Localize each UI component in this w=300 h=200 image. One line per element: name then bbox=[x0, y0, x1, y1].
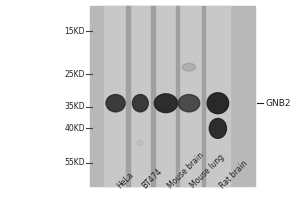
Text: 15KD: 15KD bbox=[64, 27, 85, 36]
Text: BT474: BT474 bbox=[140, 166, 164, 190]
Text: 40KD: 40KD bbox=[64, 124, 85, 133]
Text: GNB2: GNB2 bbox=[266, 99, 291, 108]
Bar bbox=[206, 6, 230, 186]
Bar bbox=[152, 6, 155, 186]
Text: Mouse lung: Mouse lung bbox=[189, 153, 226, 190]
Text: Rat brain: Rat brain bbox=[218, 159, 249, 190]
Ellipse shape bbox=[182, 63, 196, 71]
Text: 25KD: 25KD bbox=[64, 70, 85, 79]
Ellipse shape bbox=[207, 93, 229, 114]
Ellipse shape bbox=[178, 95, 200, 112]
Bar bbox=[126, 6, 130, 186]
Bar bbox=[176, 6, 179, 186]
Bar bbox=[104, 6, 128, 186]
Ellipse shape bbox=[132, 95, 148, 112]
Text: HeLa: HeLa bbox=[116, 170, 136, 190]
Bar bbox=[90, 6, 255, 186]
Bar bbox=[128, 6, 152, 186]
Ellipse shape bbox=[106, 95, 125, 112]
Bar bbox=[202, 6, 205, 186]
Ellipse shape bbox=[137, 140, 144, 146]
Text: 35KD: 35KD bbox=[64, 102, 85, 111]
Bar bbox=[154, 6, 178, 186]
Ellipse shape bbox=[154, 94, 178, 113]
Text: 55KD: 55KD bbox=[64, 158, 85, 167]
Bar bbox=[177, 6, 201, 186]
Text: Mouse brain: Mouse brain bbox=[166, 150, 206, 190]
Ellipse shape bbox=[209, 118, 226, 138]
